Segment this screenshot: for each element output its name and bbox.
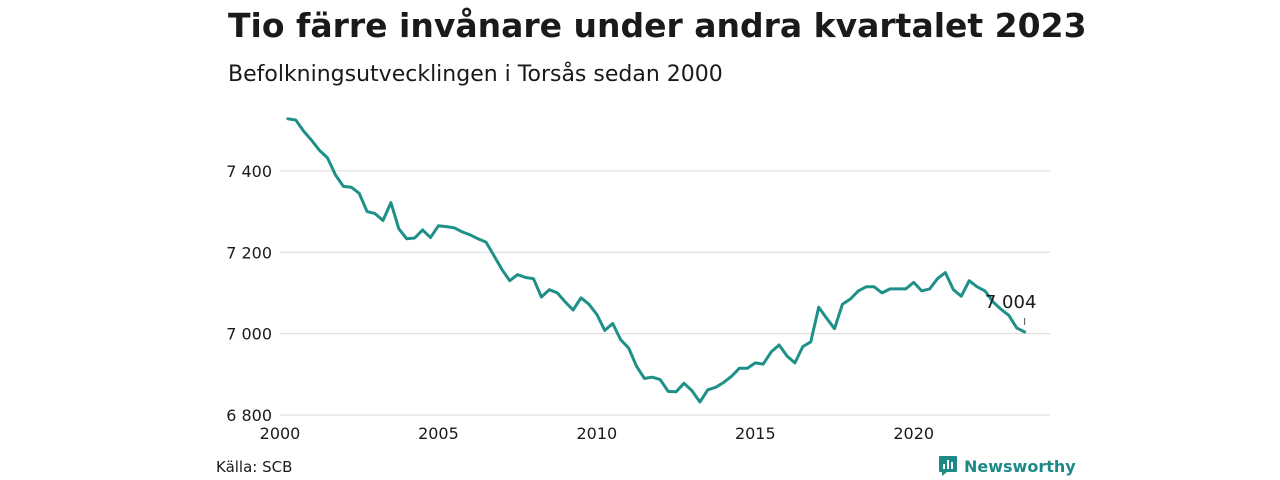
chart-title: Tio färre invånare under andra kvartalet… bbox=[228, 6, 1087, 45]
source-note: Källa: SCB bbox=[216, 458, 293, 476]
x-tick-label: 2000 bbox=[260, 424, 301, 443]
y-tick-label: 6 800 bbox=[226, 406, 272, 425]
population-series-line bbox=[286, 117, 1027, 404]
brand-name: Newsworthy bbox=[964, 456, 1076, 476]
y-tick-label: 7 000 bbox=[226, 325, 272, 344]
newsworthy-logo-icon bbox=[939, 456, 957, 476]
gridlines bbox=[280, 170, 1050, 416]
end-value-label: 7 004 bbox=[985, 292, 1037, 313]
y-tick-label: 7 200 bbox=[226, 243, 272, 262]
brand-logo[interactable]: Newsworthy bbox=[938, 455, 1076, 477]
y-tick-label: 7 400 bbox=[226, 162, 272, 181]
x-tick-label: 2015 bbox=[735, 424, 776, 443]
y-axis-ticks: 6 800 7 000 7 200 7 400 bbox=[226, 162, 272, 425]
chart-subtitle: Befolkningsutvecklingen i Torsås sedan 2… bbox=[228, 62, 723, 87]
x-axis-ticks: 2000 2005 2010 2015 2020 bbox=[260, 424, 934, 443]
x-tick-label: 2020 bbox=[893, 424, 934, 443]
x-tick-label: 2005 bbox=[418, 424, 459, 443]
x-tick-label: 2010 bbox=[577, 424, 618, 443]
